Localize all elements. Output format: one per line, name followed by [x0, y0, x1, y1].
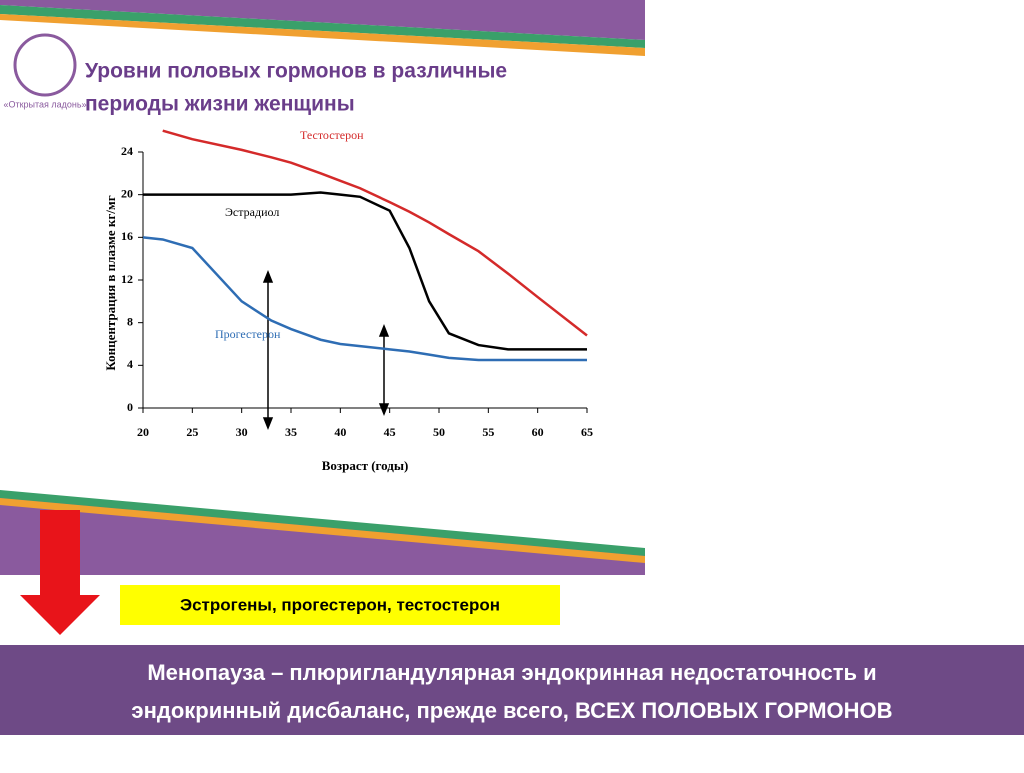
- x-tick-label: 25: [186, 425, 198, 439]
- y-tick-label: 4: [127, 357, 133, 371]
- logo-text: «Открытая ладонь»: [3, 99, 86, 109]
- x-tick-label: 50: [433, 425, 445, 439]
- y-tick-label: 0: [127, 400, 133, 414]
- x-tick-label: 30: [236, 425, 248, 439]
- y-tick-label: 24: [121, 144, 133, 158]
- footer-band: [0, 645, 1024, 735]
- y-axis-label: Концентрация в плазме кг/мг: [103, 195, 118, 370]
- chart: Возраст (годы) Концентрация в плазме кг/…: [103, 128, 593, 473]
- footer-text: эндокринный дисбаланс, прежде всего, ВСЕ…: [131, 698, 892, 723]
- y-tick-label: 16: [121, 229, 133, 243]
- footer-text: Менопауза – плюригландулярная эндокринна…: [147, 660, 876, 685]
- arrows: [262, 269, 390, 431]
- x-tick-label: 65: [581, 425, 593, 439]
- y-tick-label: 12: [121, 272, 133, 286]
- x-tick-label: 35: [285, 425, 297, 439]
- series-line: [143, 191, 587, 351]
- logo: [13, 33, 77, 97]
- highlight-box: [120, 585, 560, 625]
- mid-stripe: [0, 490, 645, 556]
- highlight-text: Эстрогены, прогестерон, тестостерон: [180, 595, 500, 614]
- mid-stripe: [0, 498, 645, 563]
- series-label: Тестостерон: [300, 128, 364, 142]
- x-axis-label: Возраст (годы): [322, 458, 409, 473]
- series-line: [162, 129, 588, 337]
- title: Уровни половых гормонов в различные: [85, 60, 507, 83]
- x-tick-label: 20: [137, 425, 149, 439]
- x-tick-label: 45: [384, 425, 396, 439]
- series-label: Прогестерон: [215, 327, 281, 341]
- title: периоды жизни женщины: [85, 93, 355, 116]
- series-label: Эстрадиол: [225, 205, 279, 219]
- series-line: [142, 236, 587, 362]
- x-tick-label: 60: [532, 425, 544, 439]
- y-tick-label: 8: [127, 314, 133, 328]
- top-stripe: [0, 14, 645, 56]
- red-arrow: [20, 510, 100, 635]
- y-tick-label: 20: [121, 186, 133, 200]
- x-tick-label: 40: [334, 425, 346, 439]
- top-stripe: [0, 5, 645, 48]
- top-band: [0, 0, 645, 40]
- x-tick-label: 55: [482, 425, 494, 439]
